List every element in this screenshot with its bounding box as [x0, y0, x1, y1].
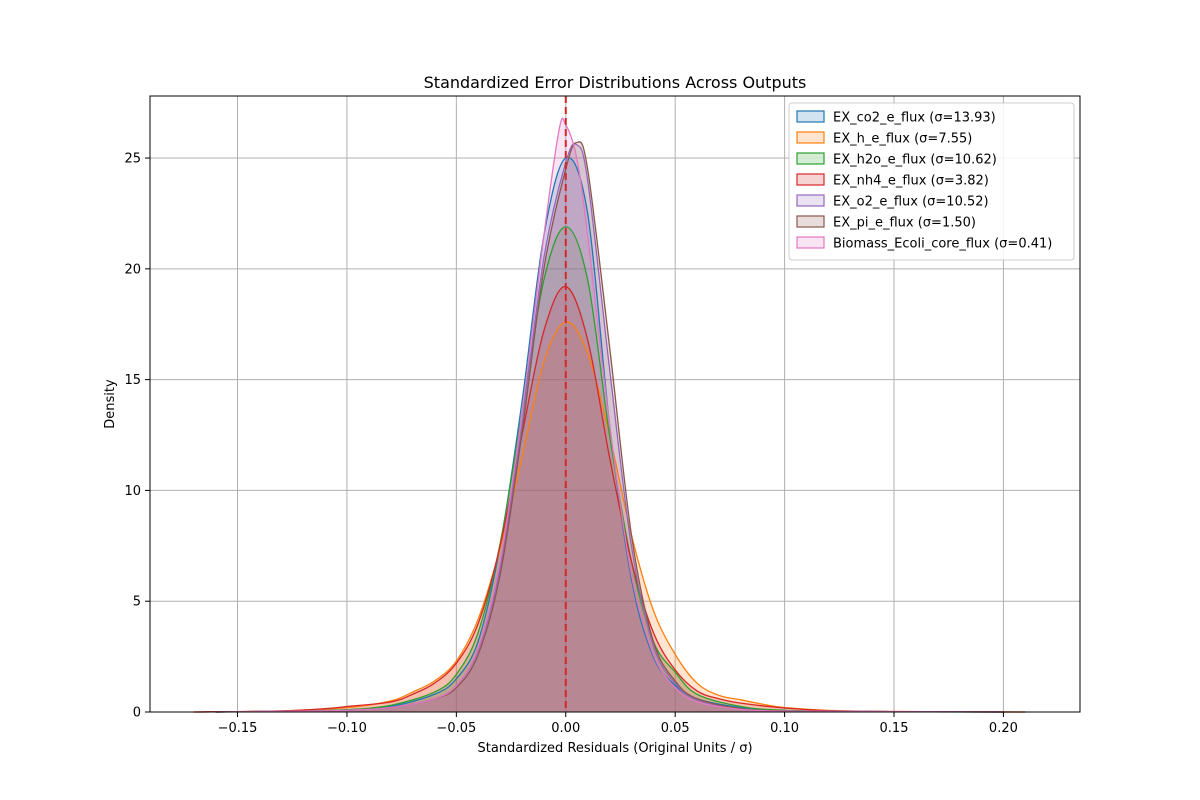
chart-title: Standardized Error Distributions Across …	[424, 73, 807, 92]
y-tick-label: 25	[124, 152, 141, 167]
x-tick-label: −0.05	[436, 721, 476, 736]
legend-label: EX_pi_e_flux (σ=1.50)	[833, 216, 976, 231]
x-tick-label: 0.05	[661, 721, 690, 736]
series-fill-ex-h2o-e-flux	[215, 226, 1004, 713]
series-line-ex-h-e-flux	[193, 321, 1026, 713]
x-tick-label: 0.15	[880, 721, 909, 736]
series-fill-ex-h-e-flux	[193, 321, 1026, 712]
x-tick-label: 0.10	[770, 721, 799, 736]
legend-label: EX_co2_e_flux (σ=13.93)	[833, 111, 996, 126]
legend-item: EX_h_e_flux (σ=7.55)	[796, 131, 972, 147]
legend-item: EX_o2_e_flux (σ=10.52)	[796, 194, 989, 210]
series-line-ex-nh4-e-flux	[193, 285, 1026, 713]
legend-swatch	[796, 236, 825, 249]
legend-item: EX_h2o_e_flux (σ=10.62)	[796, 152, 997, 168]
x-axis-label: Standardized Residuals (Original Units /…	[477, 741, 752, 756]
plot-frame	[149, 95, 1081, 713]
legend-label: EX_o2_e_flux (σ=10.52)	[833, 195, 989, 210]
legend-label: EX_h2o_e_flux (σ=10.62)	[833, 153, 997, 168]
x-tick-label: 0.20	[989, 721, 1018, 736]
legend-swatch	[796, 110, 825, 123]
legend-swatch	[796, 194, 825, 207]
legend-swatch	[796, 173, 825, 186]
y-axis-label: Density	[103, 379, 118, 429]
series-lines	[193, 117, 1026, 713]
legend-swatch	[796, 131, 825, 144]
y-tick-label: 20	[124, 262, 141, 277]
legend-box	[788, 102, 1075, 261]
legend-label: EX_nh4_e_flux (σ=3.82)	[833, 174, 989, 189]
x-tick-label: −0.10	[327, 721, 367, 736]
x-tick-label: −0.15	[218, 721, 258, 736]
legend-item: Biomass_Ecoli_core_flux (σ=0.41)	[796, 236, 1052, 252]
x-tick-label: 0.00	[551, 721, 580, 736]
legend-swatch	[796, 152, 825, 165]
series-line-ex-h2o-e-flux	[215, 226, 1004, 713]
series-fill-ex-nh4-e-flux	[193, 286, 1026, 712]
y-axis: 0 5 10 15 20 25	[124, 152, 150, 721]
y-tick-label: 15	[124, 373, 141, 388]
y-tick-label: 0	[133, 706, 141, 721]
legend-item: EX_nh4_e_flux (σ=3.82)	[796, 173, 989, 189]
series-line-ex-co2-e-flux	[215, 156, 1004, 713]
legend-item: EX_co2_e_flux (σ=13.93)	[796, 110, 996, 126]
legend-label: EX_h_e_flux (σ=7.55)	[833, 132, 972, 147]
legend-label: Biomass_Ecoli_core_flux (σ=0.41)	[833, 237, 1052, 252]
y-tick-label: 5	[133, 595, 141, 610]
legend: EX_co2_e_flux (σ=13.93) EX_h_e_flux (σ=7.…	[788, 102, 1075, 261]
legend-swatch	[796, 215, 825, 228]
x-axis: −0.15 −0.10 −0.05 0.00 0.05 0.10 0.15 0.20	[218, 712, 1018, 736]
legend-item: EX_pi_e_flux (σ=1.50)	[796, 215, 976, 231]
y-tick-label: 10	[124, 484, 141, 499]
series-fill-biomass-ecoli-core-flux	[215, 118, 1004, 713]
